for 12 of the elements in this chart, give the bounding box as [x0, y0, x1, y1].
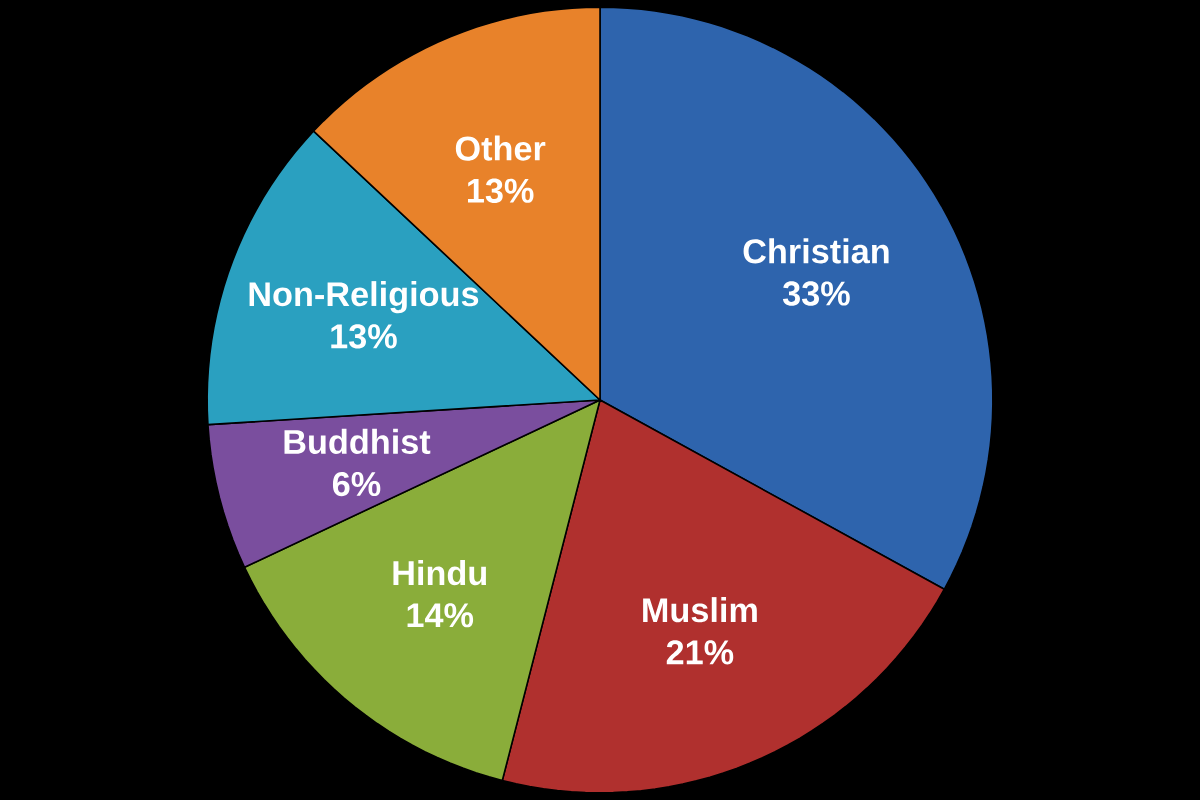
data-label: 33% — [782, 281, 850, 306]
slice-label: Buddhist — [284, 428, 431, 455]
data-label: 13% — [468, 178, 534, 203]
slice-label: Non-Religious — [249, 281, 479, 314]
data-label: 6% — [332, 471, 381, 497]
data-label: 21% — [666, 640, 734, 665]
slice-label: Hindu — [393, 560, 487, 586]
slice-label: Other — [455, 135, 546, 161]
data-label: 14% — [407, 603, 474, 628]
slice-label: Christian — [743, 238, 889, 264]
slice-label: Muslim — [643, 597, 757, 623]
data-label: 13% — [331, 324, 397, 349]
